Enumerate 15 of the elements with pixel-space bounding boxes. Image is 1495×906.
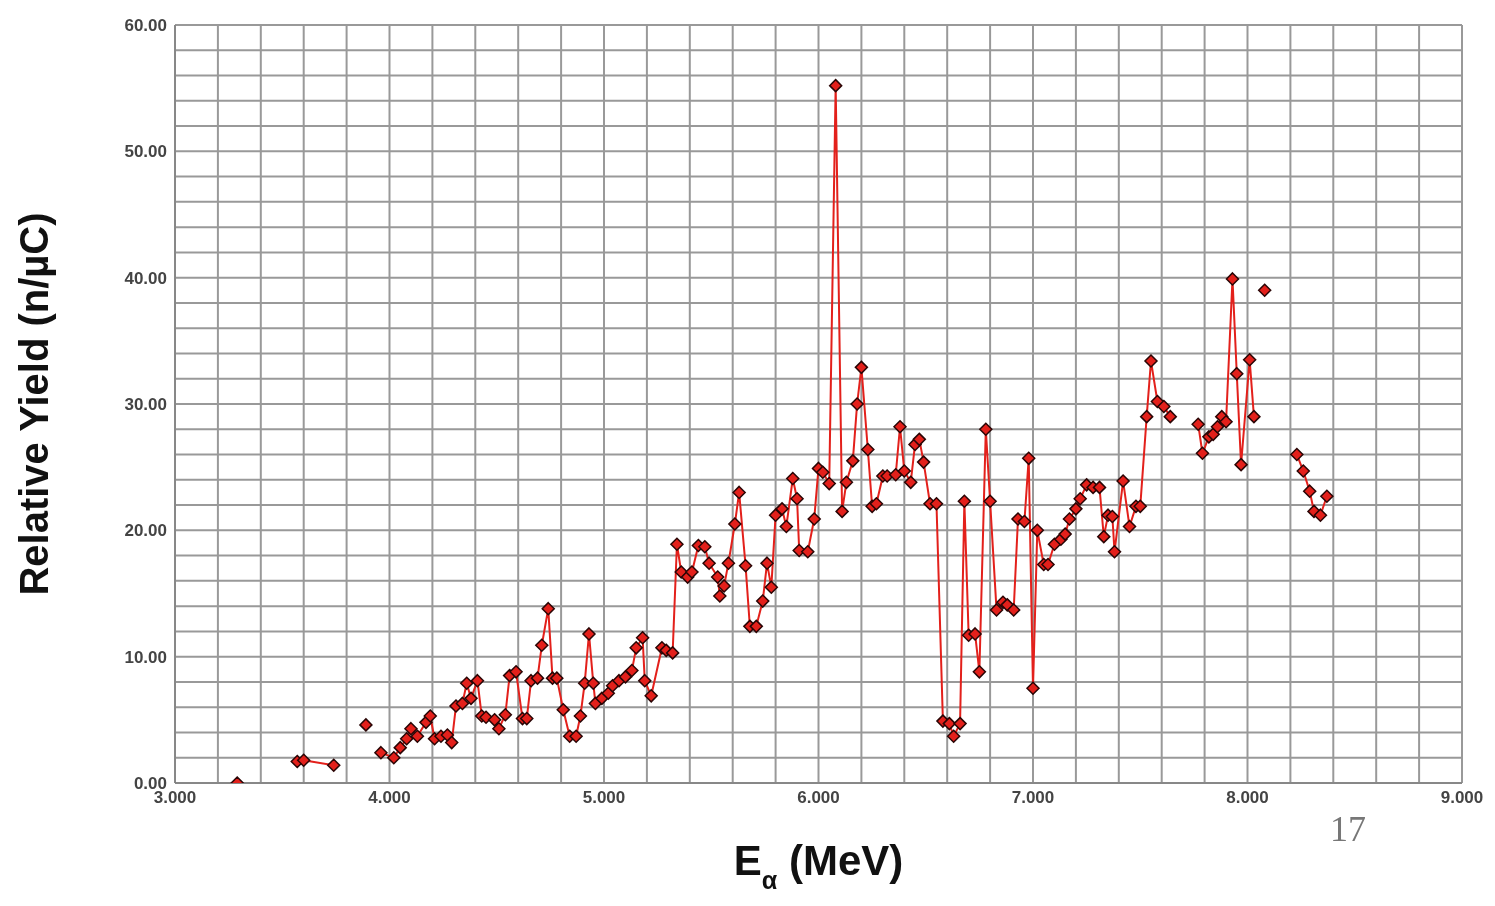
x-tick-label: 4.000: [368, 788, 411, 808]
y-tick-label: 40.00: [124, 268, 167, 288]
y-axis-title: Relative Yield (n/µC): [12, 212, 56, 596]
y-tick-label: 30.00: [124, 395, 167, 415]
y-tick-label: 10.00: [124, 647, 167, 667]
x-tick-label: 9.000: [1440, 788, 1484, 808]
x-tick-label: 6.000: [797, 788, 840, 808]
y-tick-label: 20.00: [124, 521, 167, 541]
x-tick-label: 7.000: [1011, 788, 1055, 808]
y-tick-label: 60.00: [124, 16, 167, 36]
y-tick-label: 50.00: [124, 142, 167, 162]
text: 17: [1330, 808, 1366, 850]
x-axis-title: E$_{α}$ (MeV): [733, 837, 904, 894]
x-tick-label: 5.000: [582, 788, 626, 808]
x-tick-label: 8.000: [1226, 788, 1269, 808]
